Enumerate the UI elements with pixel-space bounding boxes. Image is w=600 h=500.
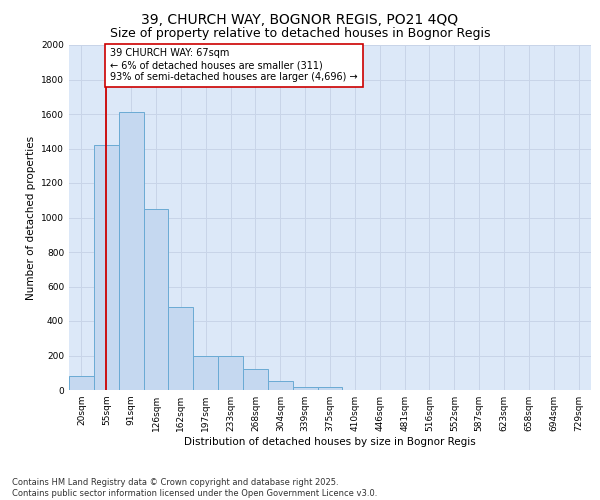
Bar (317, 386, 343, 390)
Bar (268, 382, 293, 390)
Text: Contains HM Land Registry data © Crown copyright and database right 2025.
Contai: Contains HM Land Registry data © Crown c… (12, 478, 377, 498)
Bar (169, 307, 193, 390)
Bar (94, 145, 119, 390)
Y-axis label: Number of detached properties: Number of detached properties (26, 136, 35, 300)
Text: 39 CHURCH WAY: 67sqm
← 6% of detached houses are smaller (311)
93% of semi-detac: 39 CHURCH WAY: 67sqm ← 6% of detached ho… (110, 48, 358, 82)
Bar (218, 356, 243, 390)
Bar (193, 356, 218, 390)
X-axis label: Distribution of detached houses by size in Bognor Regis: Distribution of detached houses by size … (184, 437, 476, 447)
Bar (293, 386, 317, 390)
Bar (243, 370, 268, 390)
Bar (119, 112, 143, 390)
Bar (69, 376, 94, 390)
Text: Size of property relative to detached houses in Bognor Regis: Size of property relative to detached ho… (110, 28, 490, 40)
Text: 39, CHURCH WAY, BOGNOR REGIS, PO21 4QQ: 39, CHURCH WAY, BOGNOR REGIS, PO21 4QQ (142, 12, 458, 26)
Bar (143, 209, 169, 390)
